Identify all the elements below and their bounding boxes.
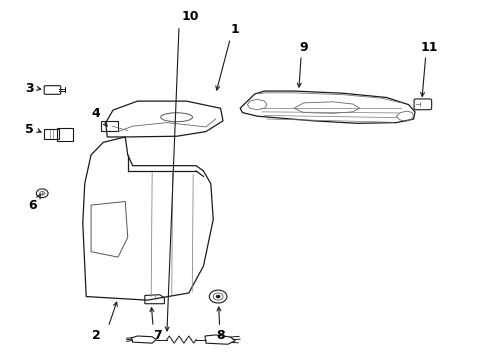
Text: 10: 10 <box>181 10 199 23</box>
Text: 1: 1 <box>231 23 240 36</box>
Text: 8: 8 <box>216 329 225 342</box>
Text: 11: 11 <box>421 41 439 54</box>
Text: 7: 7 <box>153 329 161 342</box>
Circle shape <box>216 295 220 298</box>
Text: 9: 9 <box>299 41 308 54</box>
Text: 3: 3 <box>24 82 33 95</box>
Text: 2: 2 <box>92 329 100 342</box>
Text: 4: 4 <box>92 107 100 120</box>
Text: 5: 5 <box>24 123 33 136</box>
Text: 6: 6 <box>28 199 37 212</box>
